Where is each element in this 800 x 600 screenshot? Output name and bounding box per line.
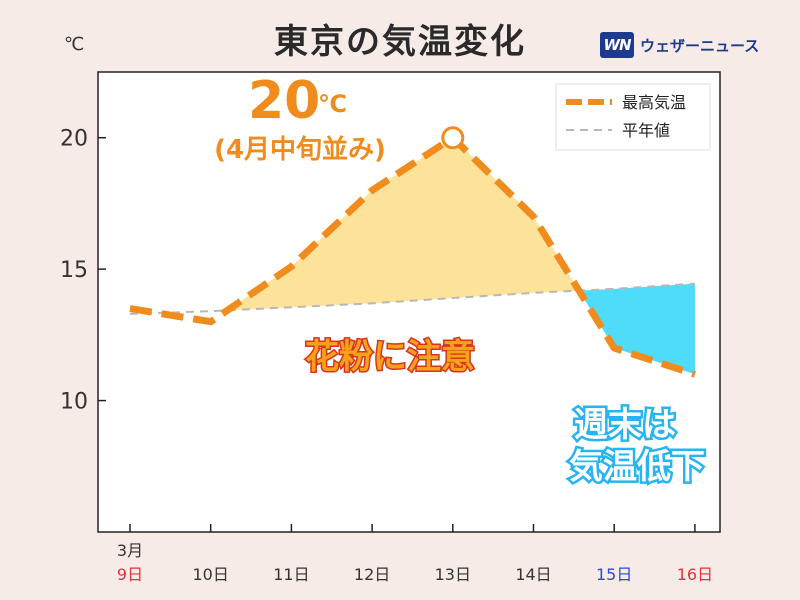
y-tick-label: 20 <box>60 127 88 152</box>
legend-label-max: 最高気温 <box>622 93 686 112</box>
series-max-temp-line <box>129 134 696 378</box>
cool-fill-area <box>578 283 695 375</box>
legend-box <box>555 83 711 151</box>
weathernews-logo-text: ウェザーニュース <box>640 36 760 55</box>
series-normal-line <box>129 282 695 315</box>
x-tick-label: 12日 <box>354 565 390 584</box>
weekend-note-line1: 週末は <box>574 405 676 445</box>
y-tick-label: 10 <box>60 390 88 415</box>
y-tick-label: 15 <box>60 258 88 283</box>
pollen-note: 花粉に注意 <box>305 337 475 377</box>
chart-title: 東京の気温変化 <box>274 22 526 62</box>
weathernews-logo-mark: WN <box>600 32 634 58</box>
x-tick-label: 13日 <box>435 565 471 584</box>
x-tick-label: 9日 <box>117 565 143 584</box>
peak-note-label: (4月中旬並み) <box>214 135 386 165</box>
x-tick-label: 15日 <box>596 565 632 584</box>
peak-unit-label: ℃ <box>318 90 347 118</box>
peak-marker <box>441 126 465 150</box>
warm-fill-area <box>227 137 579 311</box>
x-tick-label: 11日 <box>273 565 309 584</box>
x-tick-label: 14日 <box>515 565 551 584</box>
x-tick-label: 10日 <box>193 565 229 584</box>
x-tick-label: 16日 <box>677 565 713 584</box>
legend-label-normal: 平年値 <box>622 121 670 140</box>
peak-value-label: 20 <box>248 71 320 131</box>
x-month-label: 3月 <box>117 541 143 560</box>
weathernews-logo: WN ウェザーニュース <box>600 30 759 60</box>
weekend-note-line2: 気温低下 <box>569 447 705 487</box>
y-axis-unit: ℃ <box>64 34 85 55</box>
